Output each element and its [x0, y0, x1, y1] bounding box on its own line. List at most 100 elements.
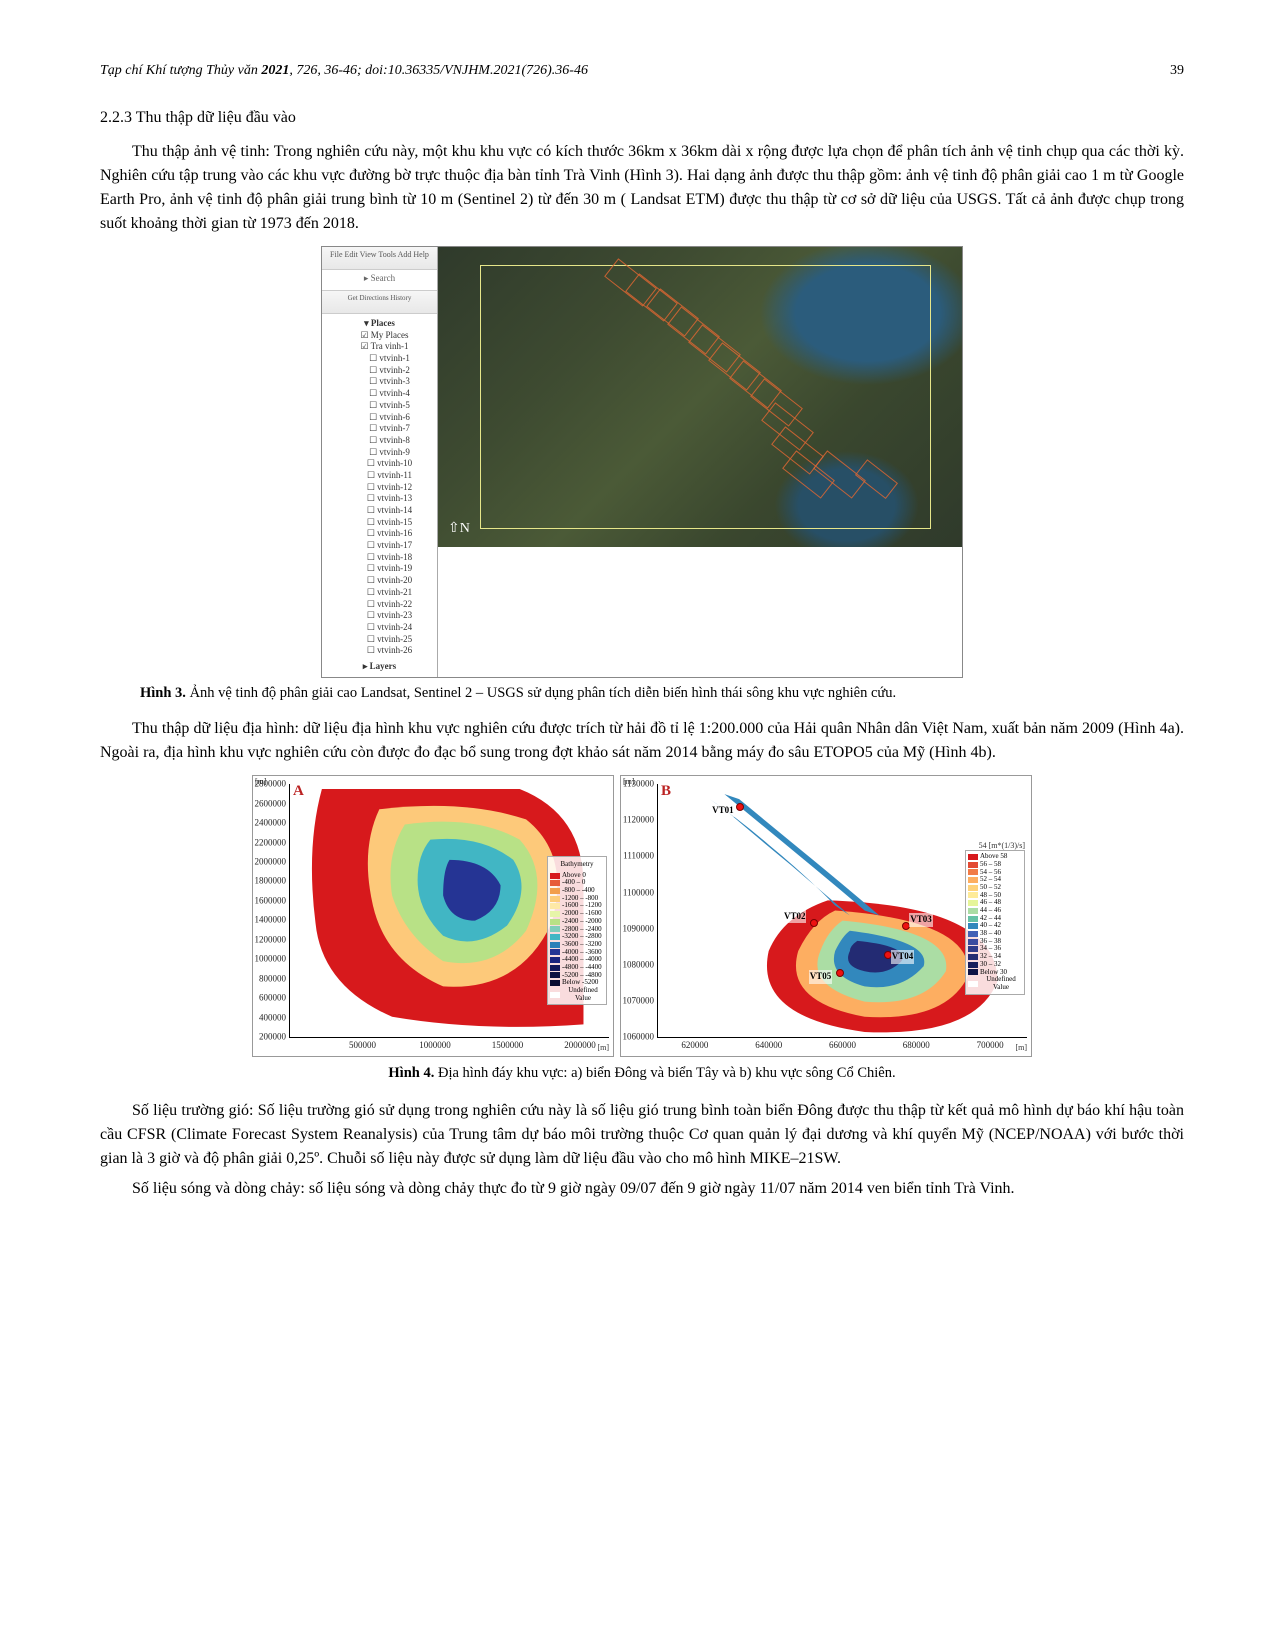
- running-header: Tạp chí Khí tượng Thủy văn 2021, 726, 36…: [100, 60, 1184, 81]
- axis-tick: 1130000: [623, 777, 654, 791]
- paragraph-4: Số liệu sóng và dòng chảy: số liệu sóng …: [100, 1177, 1184, 1201]
- axis-tick: 2800000: [255, 777, 287, 791]
- tree-item: ☐ vtvinh-1: [326, 353, 433, 365]
- legend-swatch: [550, 919, 560, 925]
- tree-item: ☑ Tra vinh-1: [326, 341, 433, 353]
- tree-item: ☐ vtvinh-7: [326, 423, 433, 435]
- legend-swatch: [550, 934, 560, 940]
- figure-3: File Edit View Tools Add Help ▸ Search G…: [100, 246, 1184, 678]
- legend-swatch: [550, 873, 560, 879]
- legend-swatch: [550, 888, 560, 894]
- section-heading: 2.2.3 Thu thập dữ liệu đầu vào: [100, 106, 1184, 130]
- legend-swatch: [968, 931, 978, 937]
- legend-label: Undefined Value: [980, 976, 1022, 991]
- legend-row: Undefined Value: [968, 976, 1022, 991]
- fig3-places-tree: ▾ Places ☑ My Places☑ Tra vinh-1☐ vtvinh…: [322, 314, 437, 677]
- station-dot: [810, 919, 818, 927]
- legend-swatch: [968, 862, 978, 868]
- fig4b-chart-area: 1130000112000011100001100000109000010800…: [657, 784, 1027, 1038]
- fig3-sidebar: File Edit View Tools Add Help ▸ Search G…: [322, 247, 438, 677]
- legend-swatch: [550, 926, 560, 932]
- legend-swatch: [550, 903, 560, 909]
- axis-tick: 1600000: [255, 894, 287, 908]
- legend-swatch: [550, 965, 560, 971]
- axis-tick: 2600000: [255, 797, 287, 811]
- legend-swatch: [968, 954, 978, 960]
- legend-swatch: [968, 885, 978, 891]
- legend-row: Undefined Value: [550, 987, 604, 1002]
- axis-tick: 1090000: [623, 922, 655, 936]
- axis-tick: 1100000: [623, 886, 654, 900]
- tree-item: ☐ vtvinh-8: [326, 435, 433, 447]
- axis-tick: 2000000: [255, 855, 287, 869]
- axis-tick: 500000: [349, 1039, 376, 1053]
- journal-year: 2021: [261, 63, 289, 78]
- legend-swatch: [968, 981, 978, 987]
- legend-swatch: [968, 946, 978, 952]
- axis-tick: 1000000: [255, 953, 287, 967]
- legend-swatch: [968, 900, 978, 906]
- tree-item: ☐ vtvinh-17: [326, 540, 433, 552]
- tree-item: ☐ vtvinh-4: [326, 388, 433, 400]
- legend-swatch: [550, 972, 560, 978]
- axis-tick: 1400000: [255, 914, 287, 928]
- axis-tick: 600000: [259, 992, 286, 1006]
- axis-tick: 1500000: [492, 1039, 524, 1053]
- legend-swatch: [550, 942, 560, 948]
- legend-swatch: [550, 980, 560, 986]
- legend-swatch: [550, 896, 560, 902]
- fig4a-legend: Bathymetry Above 0-400 – 0-800 – -400-12…: [547, 856, 607, 1005]
- tree-item: ☐ vtvinh-3: [326, 376, 433, 388]
- legend-swatch: [550, 957, 560, 963]
- compass-icon: ⇧N: [448, 518, 470, 539]
- tree-layers: ▸ Layers: [326, 661, 433, 673]
- axis-tick: 1800000: [255, 875, 287, 889]
- axis-tick: 660000: [829, 1039, 856, 1053]
- paragraph-1: Thu thập ảnh vệ tinh: Trong nghiên cứu n…: [100, 140, 1184, 236]
- fig4-caption-text: Địa hình đáy khu vực: a) biển Đông và bi…: [434, 1065, 895, 1081]
- journal-citation: Tạp chí Khí tượng Thủy văn 2021, 726, 36…: [100, 60, 588, 81]
- fig3-satellite-map: ⇧N: [438, 247, 962, 547]
- tree-item: ☐ vtvinh-14: [326, 505, 433, 517]
- fig3-search: ▸ Search: [322, 270, 437, 291]
- axis-tick: 680000: [903, 1039, 930, 1053]
- axis-tick: 1110000: [623, 850, 654, 864]
- tree-item: ☐ vtvinh-5: [326, 400, 433, 412]
- legend-swatch: [550, 880, 560, 886]
- journal-prefix: Tạp chí Khí tượng Thủy văn: [100, 63, 261, 78]
- tree-item: ☐ vtvinh-25: [326, 634, 433, 646]
- figure-4-caption: Hình 4. Địa hình đáy khu vực: a) biển Đô…: [100, 1063, 1184, 1085]
- tree-item: ☐ vtvinh-20: [326, 575, 433, 587]
- legend-swatch: [968, 962, 978, 968]
- tree-item: ☐ vtvinh-26: [326, 645, 433, 657]
- axis-tick: 400000: [259, 1011, 286, 1025]
- fig4a-chart-area: 2800000260000024000002200000200000018000…: [289, 784, 609, 1038]
- axis-tick: 200000: [259, 1030, 286, 1044]
- tree-item: ☐ vtvinh-13: [326, 493, 433, 505]
- figure-4: [m] [m] A 280000026000002400000220000020…: [100, 775, 1184, 1057]
- axis-tick: 800000: [259, 972, 286, 986]
- legend-swatch: [968, 892, 978, 898]
- legend-swatch: [968, 869, 978, 875]
- fig4b-legend: Above 5856 – 5854 – 5652 – 5450 – 5248 –…: [965, 850, 1025, 994]
- axis-tick: 1080000: [623, 958, 655, 972]
- station-label: VT02: [783, 910, 807, 924]
- legend-swatch: [968, 969, 978, 975]
- legend-label: Undefined Value: [562, 987, 604, 1002]
- tree-item: ☐ vtvinh-2: [326, 365, 433, 377]
- axis-tick: 2200000: [255, 836, 287, 850]
- axis-tick: 1070000: [623, 994, 655, 1008]
- station-label: VT05: [809, 970, 833, 984]
- axis-tick: 1120000: [623, 814, 654, 828]
- fig4-caption-label: Hình 4.: [388, 1065, 434, 1081]
- axis-tick: 1200000: [255, 933, 287, 947]
- station-label: VT04: [891, 950, 915, 964]
- fig4-panel-a: [m] [m] A 280000026000002400000220000020…: [252, 775, 614, 1057]
- tree-item: ☐ vtvinh-12: [326, 482, 433, 494]
- legend-swatch: [968, 923, 978, 929]
- fig4a-legend-title: Bathymetry: [550, 859, 604, 870]
- legend-swatch: [968, 908, 978, 914]
- tree-item: ☐ vtvinh-19: [326, 563, 433, 575]
- tree-item: ☑ My Places: [326, 330, 433, 342]
- legend-swatch: [550, 992, 560, 998]
